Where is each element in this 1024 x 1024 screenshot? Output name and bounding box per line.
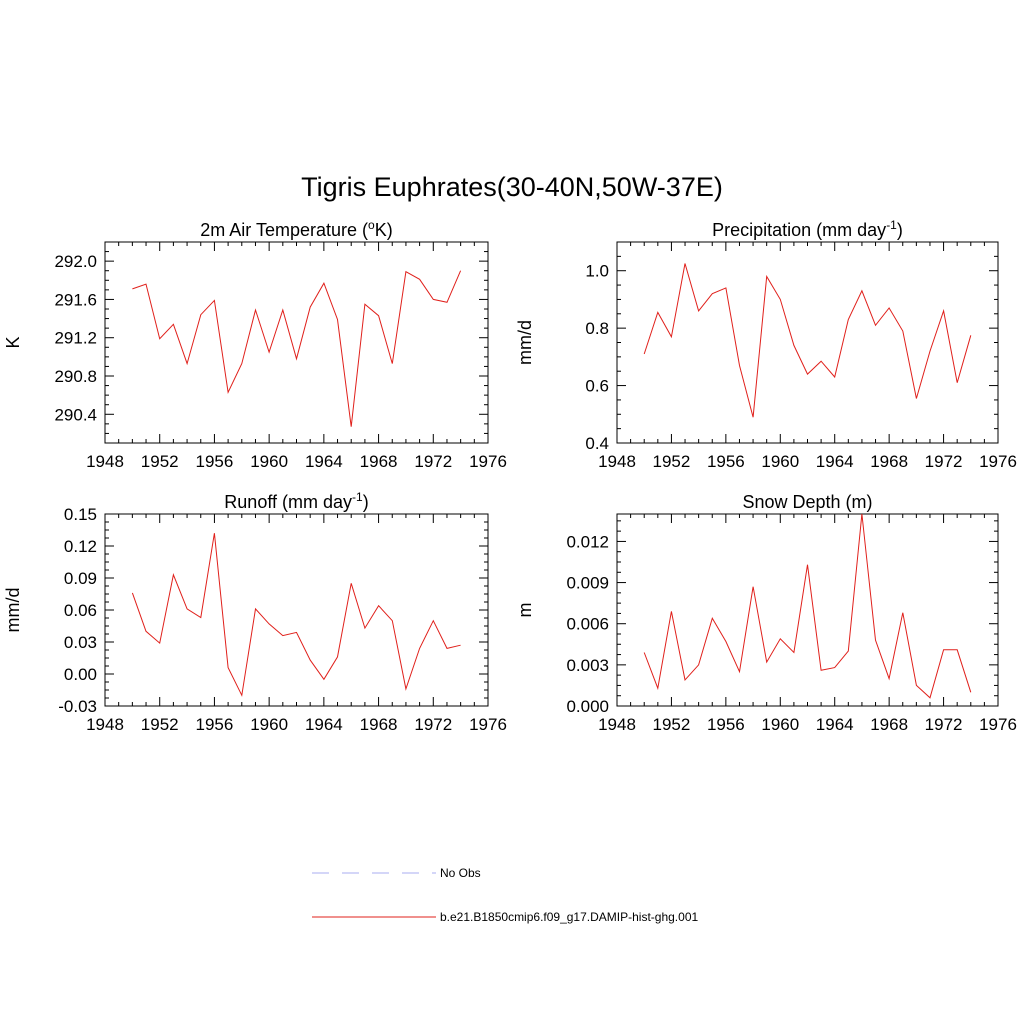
x-tick-label: 1968 xyxy=(360,715,398,734)
y-tick-label: 1.0 xyxy=(585,262,609,281)
x-tick-label: 1948 xyxy=(86,715,124,734)
plot-frame xyxy=(616,513,999,707)
panel-temperature: 2m Air Temperature (oK) K 1948 1952 1956 1960… xyxy=(3,218,507,471)
y-tick-label: 290.4 xyxy=(54,405,97,424)
y-tick-label: 0.003 xyxy=(566,656,609,675)
panel-title-superscript: -1 xyxy=(352,490,363,504)
plot-frame xyxy=(104,513,489,707)
panel-title: 2m Air Temperature (oK) xyxy=(200,218,392,240)
y-tick-label: 0.8 xyxy=(585,319,609,338)
x-tick-label: 1972 xyxy=(925,715,963,734)
x-tick-label: 1960 xyxy=(250,452,288,471)
x-tick-label: 1968 xyxy=(360,452,398,471)
x-tick-label: 1964 xyxy=(305,715,343,734)
x-tick-label: 1948 xyxy=(598,452,636,471)
panels-group: 2m Air Temperature (oK) K 1948 1952 1956 1960… xyxy=(3,218,1017,734)
panel-runoff: Runoff (mm day-1) mm/d 1948 1952 1956 1960 196… xyxy=(3,490,507,734)
x-tick-label: 1960 xyxy=(761,452,799,471)
y-tick-label: 0.4 xyxy=(585,434,609,453)
y-tick-label: -0.03 xyxy=(58,697,97,716)
x-tick-label: 1976 xyxy=(469,715,507,734)
panel-title-superscript: -1 xyxy=(886,218,897,232)
x-tick-label: 1968 xyxy=(870,715,908,734)
x-tick-label: 1948 xyxy=(86,452,124,471)
x-tick-label: 1948 xyxy=(598,715,636,734)
legend: No Obs b.e21.B1850cmip6.f09_g17.DAMIP-his… xyxy=(312,866,698,924)
y-tick-label: 0.00 xyxy=(64,665,97,684)
y-tick-label: 291.2 xyxy=(54,329,97,348)
y-tick-label: 290.8 xyxy=(54,367,97,386)
x-tick-label: 1952 xyxy=(141,452,179,471)
legend-entry: b.e21.B1850cmip6.f09_g17.DAMIP-hist-ghg.… xyxy=(312,910,698,924)
y-tick-label: 0.15 xyxy=(64,505,97,524)
plot-frame xyxy=(616,241,999,444)
x-tick-label: 1964 xyxy=(305,452,343,471)
y-tick-label: 0.009 xyxy=(566,574,609,593)
y-tick-label: 0.6 xyxy=(585,377,609,396)
x-tick-label: 1976 xyxy=(469,452,507,471)
y-tick-label: 0.12 xyxy=(64,537,97,556)
y-axis-label: mm/d xyxy=(515,320,535,365)
x-tick-label: 1952 xyxy=(653,715,691,734)
y-tick-label: 0.000 xyxy=(566,697,609,716)
x-tick-label: 1964 xyxy=(816,715,854,734)
panel-title: Precipitation (mm day-1) xyxy=(712,218,903,240)
x-tick-label: 1956 xyxy=(196,715,234,734)
legend-label: b.e21.B1850cmip6.f09_g17.DAMIP-hist-ghg.… xyxy=(440,910,698,924)
panel-precipitation: Precipitation (mm day-1) mm/d 1948 1952 1956… xyxy=(515,218,1017,471)
y-axis-label: m xyxy=(515,603,535,618)
x-tick-label: 1972 xyxy=(414,452,452,471)
y-tick-label: 0.006 xyxy=(566,615,609,634)
y-tick-label: 292.0 xyxy=(54,252,97,271)
series-line-precipitation xyxy=(643,263,972,418)
x-tick-label: 1960 xyxy=(761,715,799,734)
series-line-runoff xyxy=(131,533,461,697)
x-tick-label: 1968 xyxy=(870,452,908,471)
y-tick-label: 291.6 xyxy=(54,290,97,309)
panel-snow-depth: Snow Depth (m) m 1948 1952 1956 1960 1964 1968 1… xyxy=(515,492,1017,734)
x-tick-label: 1976 xyxy=(979,452,1017,471)
figure-title: Tigris Euphrates(30-40N,50W-37E) xyxy=(301,172,723,202)
y-tick-label: 0.09 xyxy=(64,569,97,588)
x-tick-label: 1976 xyxy=(979,715,1017,734)
x-tick-label: 1952 xyxy=(653,452,691,471)
x-tick-label: 1956 xyxy=(707,452,745,471)
y-tick-label: 0.03 xyxy=(64,633,97,652)
y-axis-label: K xyxy=(3,336,23,348)
y-axis-label: mm/d xyxy=(3,588,23,633)
panel-title: Runoff (mm day-1) xyxy=(224,490,368,512)
plot-frame xyxy=(104,241,489,444)
x-tick-label: 1972 xyxy=(414,715,452,734)
x-tick-label: 1960 xyxy=(250,715,288,734)
x-tick-label: 1956 xyxy=(707,715,745,734)
x-tick-label: 1964 xyxy=(816,452,854,471)
y-tick-label: 0.012 xyxy=(566,532,609,551)
legend-label: No Obs xyxy=(440,866,481,880)
x-tick-label: 1956 xyxy=(196,452,234,471)
panel-title: Snow Depth (m) xyxy=(742,492,872,512)
panel-title-superscript: o xyxy=(368,218,375,232)
x-tick-label: 1952 xyxy=(141,715,179,734)
y-tick-label: 0.06 xyxy=(64,601,97,620)
x-tick-label: 1972 xyxy=(925,452,963,471)
legend-entry: No Obs xyxy=(312,866,481,880)
series-line-snow-depth xyxy=(643,513,972,699)
series-line-temperature xyxy=(132,270,462,427)
